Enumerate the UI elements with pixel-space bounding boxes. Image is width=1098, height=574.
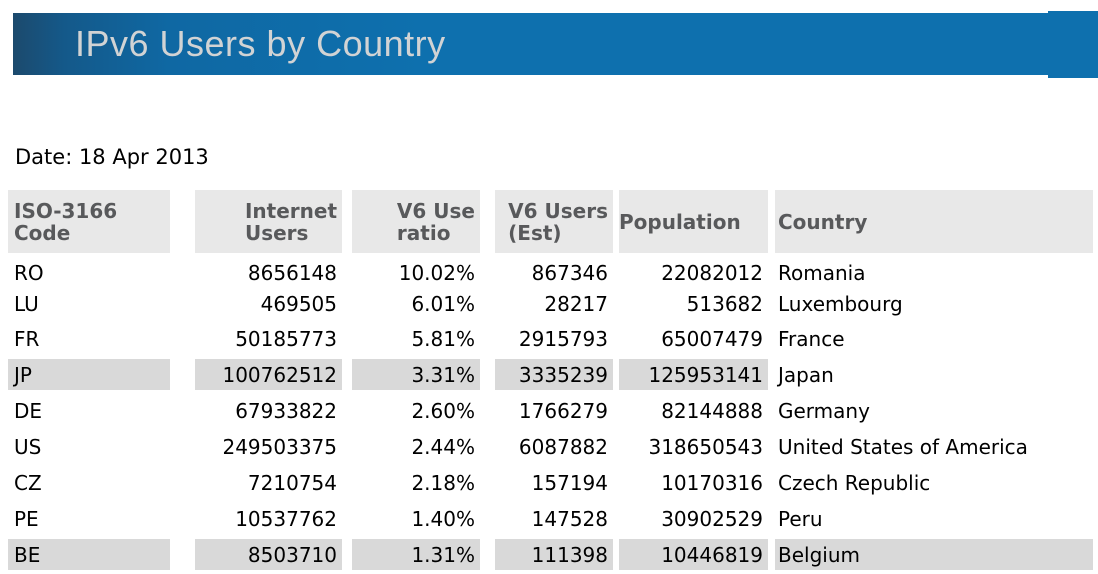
cell-population: 125953141	[619, 359, 768, 390]
table-row-highlighted: BE 8503710 1.31% 111398 10446819 Belgium	[0, 539, 1098, 570]
cell-iso-code: BE	[8, 539, 170, 570]
cell-iso-code: JP	[8, 359, 170, 390]
cell-population: 10170316	[661, 470, 763, 495]
cell-iso-code: US	[14, 434, 42, 459]
cell-v6-users-est: 867346	[531, 260, 608, 285]
table-row: LU 469505 6.01% 28217 513682 Luxembourg	[0, 288, 1098, 319]
cell-country: Belgium	[775, 539, 1093, 570]
column-header-iso-code: ISO-3166 Code	[8, 190, 170, 253]
cell-population: 30902529	[661, 506, 763, 531]
cell-population: 318650543	[648, 434, 763, 459]
cell-v6-use-ratio: 6.01%	[411, 291, 475, 316]
cell-internet-users: 100762512	[195, 359, 342, 390]
cell-iso-code: LU	[14, 291, 39, 316]
cell-population: 22082012	[661, 260, 763, 285]
cell-v6-users-est: 1766279	[518, 398, 608, 423]
table-row: CZ 7210754 2.18% 157194 10170316 Czech R…	[0, 467, 1098, 498]
cell-internet-users: 249503375	[222, 434, 337, 459]
cell-internet-users: 469505	[260, 291, 337, 316]
column-header-internet-users: Internet Users	[195, 190, 342, 253]
cell-v6-users-est: 6087882	[518, 434, 608, 459]
cell-v6-use-ratio: 3.31%	[352, 359, 480, 390]
cell-population: 513682	[686, 291, 763, 316]
cell-v6-use-ratio: 2.44%	[411, 434, 475, 459]
cell-iso-code: RO	[14, 260, 44, 285]
cell-v6-use-ratio: 2.60%	[411, 398, 475, 423]
column-header-population: Population	[619, 190, 768, 253]
cell-internet-users: 8656148	[247, 260, 337, 285]
cell-v6-users-est: 28217	[544, 291, 608, 316]
banner-right-cap	[1048, 11, 1098, 78]
cell-internet-users: 67933822	[235, 398, 337, 423]
cell-iso-code: DE	[14, 398, 43, 423]
report-date: Date: 18 Apr 2013	[15, 145, 209, 169]
cell-population: 82144888	[661, 398, 763, 423]
cell-country: United States of America	[778, 434, 1028, 459]
cell-v6-use-ratio: 5.81%	[411, 326, 475, 351]
cell-iso-code: CZ	[14, 470, 42, 495]
cell-population: 65007479	[661, 326, 763, 351]
table-row: US 249503375 2.44% 6087882 318650543 Uni…	[0, 431, 1098, 462]
cell-country: Peru	[778, 506, 823, 531]
cell-iso-code: FR	[14, 326, 40, 351]
cell-v6-use-ratio: 1.31%	[352, 539, 480, 570]
cell-country: Romania	[778, 260, 866, 285]
table-header-row: ISO-3166 Code Internet Users V6 Use rati…	[0, 190, 1098, 253]
cell-iso-code: PE	[14, 506, 39, 531]
cell-v6-use-ratio: 10.02%	[398, 260, 475, 285]
page-title: IPv6 Users by Country	[75, 23, 446, 64]
cell-v6-use-ratio: 1.40%	[411, 506, 475, 531]
cell-v6-users-est: 2915793	[518, 326, 608, 351]
title-banner: IPv6 Users by Country	[13, 13, 1048, 75]
table-row: DE 67933822 2.60% 1766279 82144888 Germa…	[0, 395, 1098, 426]
cell-v6-users-est: 157194	[531, 470, 608, 495]
table-row: FR 50185773 5.81% 2915793 65007479 Franc…	[0, 323, 1098, 354]
cell-internet-users: 50185773	[235, 326, 337, 351]
cell-v6-users-est: 147528	[531, 506, 608, 531]
column-header-country: Country	[775, 190, 1093, 253]
cell-internet-users: 7210754	[247, 470, 337, 495]
cell-internet-users: 10537762	[235, 506, 337, 531]
table-row: RO 8656148 10.02% 867346 22082012 Romani…	[0, 257, 1098, 288]
table-row-highlighted: JP 100762512 3.31% 3335239 125953141 Jap…	[0, 359, 1098, 390]
cell-v6-users-est: 3335239	[495, 359, 613, 390]
cell-internet-users: 8503710	[195, 539, 342, 570]
cell-country: Luxembourg	[778, 291, 903, 316]
cell-country: Germany	[778, 398, 870, 423]
cell-country: Japan	[778, 362, 834, 387]
table-row: PE 10537762 1.40% 147528 30902529 Peru	[0, 503, 1098, 534]
cell-country: France	[778, 326, 845, 351]
column-header-v6-users-est: V6 Users (Est)	[495, 190, 613, 253]
cell-country: Czech Republic	[778, 470, 931, 495]
cell-population: 10446819	[619, 539, 768, 570]
cell-v6-users-est: 111398	[495, 539, 613, 570]
column-header-v6-use-ratio: V6 Use ratio	[352, 190, 480, 253]
cell-v6-use-ratio: 2.18%	[411, 470, 475, 495]
